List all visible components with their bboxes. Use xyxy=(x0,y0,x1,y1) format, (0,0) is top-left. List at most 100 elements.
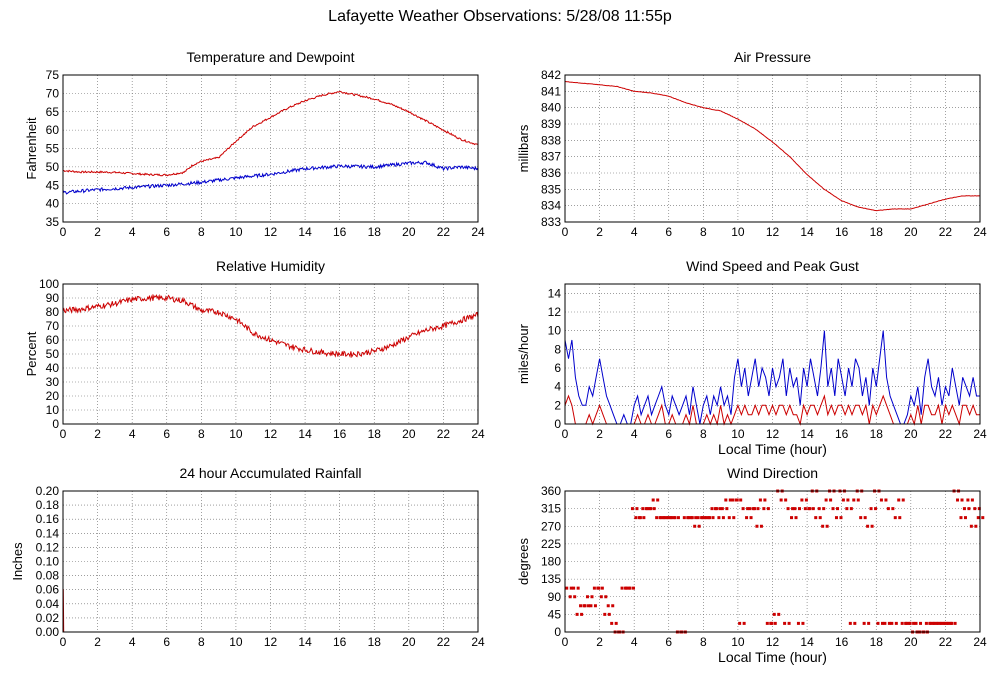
data-point xyxy=(870,524,874,528)
data-point xyxy=(777,612,781,616)
y-tick-label: 100 xyxy=(39,277,59,291)
x-tick-label: 18 xyxy=(368,635,382,649)
chart-title: Temperature and Dewpoint xyxy=(186,49,354,65)
data-point xyxy=(866,524,870,528)
data-point xyxy=(707,516,711,520)
y-tick-label: 90 xyxy=(548,590,562,604)
data-point xyxy=(758,498,762,502)
data-point xyxy=(590,595,594,599)
y-tick-label: 90 xyxy=(46,291,60,305)
data-point xyxy=(749,516,753,520)
data-point xyxy=(945,621,949,625)
data-point xyxy=(596,586,600,590)
x-tick-label: 22 xyxy=(939,427,953,441)
y-tick-label: 838 xyxy=(541,133,561,147)
y-tick-label: 833 xyxy=(541,215,561,229)
data-point xyxy=(731,498,735,502)
x-tick-label: 18 xyxy=(870,635,884,649)
x-tick-label: 12 xyxy=(264,225,278,239)
x-tick-label: 8 xyxy=(198,427,205,441)
plot-frame xyxy=(62,74,479,223)
x-axis-label: Local Time (hour) xyxy=(718,649,827,665)
data-point xyxy=(879,498,883,502)
x-tick-label: 18 xyxy=(368,427,382,441)
data-point xyxy=(686,516,690,520)
data-point xyxy=(831,507,835,511)
data-point xyxy=(763,498,767,502)
data-point xyxy=(703,516,707,520)
data-point xyxy=(783,621,787,625)
y-tick-label: 839 xyxy=(541,117,561,131)
data-point xyxy=(794,516,798,520)
x-tick-label: 18 xyxy=(368,225,382,239)
y-tick-label: 4 xyxy=(554,380,561,394)
y-axis-label: Inches xyxy=(10,542,25,581)
y-tick-label: 0.02 xyxy=(36,611,60,625)
data-point xyxy=(769,621,773,625)
data-point xyxy=(928,621,932,625)
data-point xyxy=(787,621,791,625)
data-point xyxy=(804,498,808,502)
data-point xyxy=(912,621,916,625)
data-point xyxy=(818,516,822,520)
y-axis-label: millibars xyxy=(516,124,531,172)
data-point xyxy=(656,498,660,502)
x-tick-label: 0 xyxy=(60,225,67,239)
x-tick-label: 0 xyxy=(562,635,569,649)
data-point xyxy=(959,516,963,520)
x-tick-label: 6 xyxy=(163,225,170,239)
chart-title: Wind Direction xyxy=(727,465,818,481)
data-point xyxy=(887,621,891,625)
x-tick-label: 24 xyxy=(973,225,987,239)
y-tick-label: 225 xyxy=(541,537,561,551)
x-tick-label: 20 xyxy=(402,225,416,239)
x-tick-label: 0 xyxy=(562,427,569,441)
y-tick-label: 60 xyxy=(46,333,60,347)
x-tick-label: 18 xyxy=(870,427,884,441)
series-line-0 xyxy=(564,80,981,212)
data-point xyxy=(976,516,980,520)
data-point xyxy=(748,507,752,511)
data-point xyxy=(682,516,686,520)
data-point xyxy=(718,507,722,511)
y-tick-label: 834 xyxy=(541,199,561,213)
y-tick-label: 8 xyxy=(554,342,561,356)
y-tick-label: 0.10 xyxy=(36,555,60,569)
x-tick-label: 20 xyxy=(402,427,416,441)
data-point xyxy=(711,516,715,520)
x-tick-label: 14 xyxy=(800,225,814,239)
y-axis-label: Percent xyxy=(24,331,39,376)
data-point xyxy=(634,516,638,520)
data-point xyxy=(575,612,579,616)
data-point xyxy=(755,524,759,528)
data-point xyxy=(914,621,918,625)
x-tick-label: 24 xyxy=(471,225,485,239)
x-tick-label: 22 xyxy=(437,427,451,441)
x-tick-label: 0 xyxy=(562,225,569,239)
y-tick-label: 0.16 xyxy=(36,512,60,526)
data-point xyxy=(600,586,604,590)
y-tick-label: 0.18 xyxy=(36,498,60,512)
x-tick-label: 4 xyxy=(631,635,638,649)
y-tick-label: 835 xyxy=(541,182,561,196)
data-point xyxy=(580,612,584,616)
data-point xyxy=(611,604,615,608)
data-point xyxy=(883,621,887,625)
x-tick-label: 6 xyxy=(665,635,672,649)
data-point xyxy=(935,621,939,625)
data-point xyxy=(745,516,749,520)
x-tick-label: 2 xyxy=(596,225,603,239)
y-tick-label: 65 xyxy=(46,105,60,119)
data-point xyxy=(904,621,908,625)
data-point xyxy=(734,498,738,502)
data-point xyxy=(849,507,853,511)
x-tick-label: 12 xyxy=(264,635,278,649)
x-tick-label: 8 xyxy=(700,427,707,441)
y-tick-label: 10 xyxy=(548,324,562,338)
y-axis-label: Fahrenheit xyxy=(24,117,39,180)
